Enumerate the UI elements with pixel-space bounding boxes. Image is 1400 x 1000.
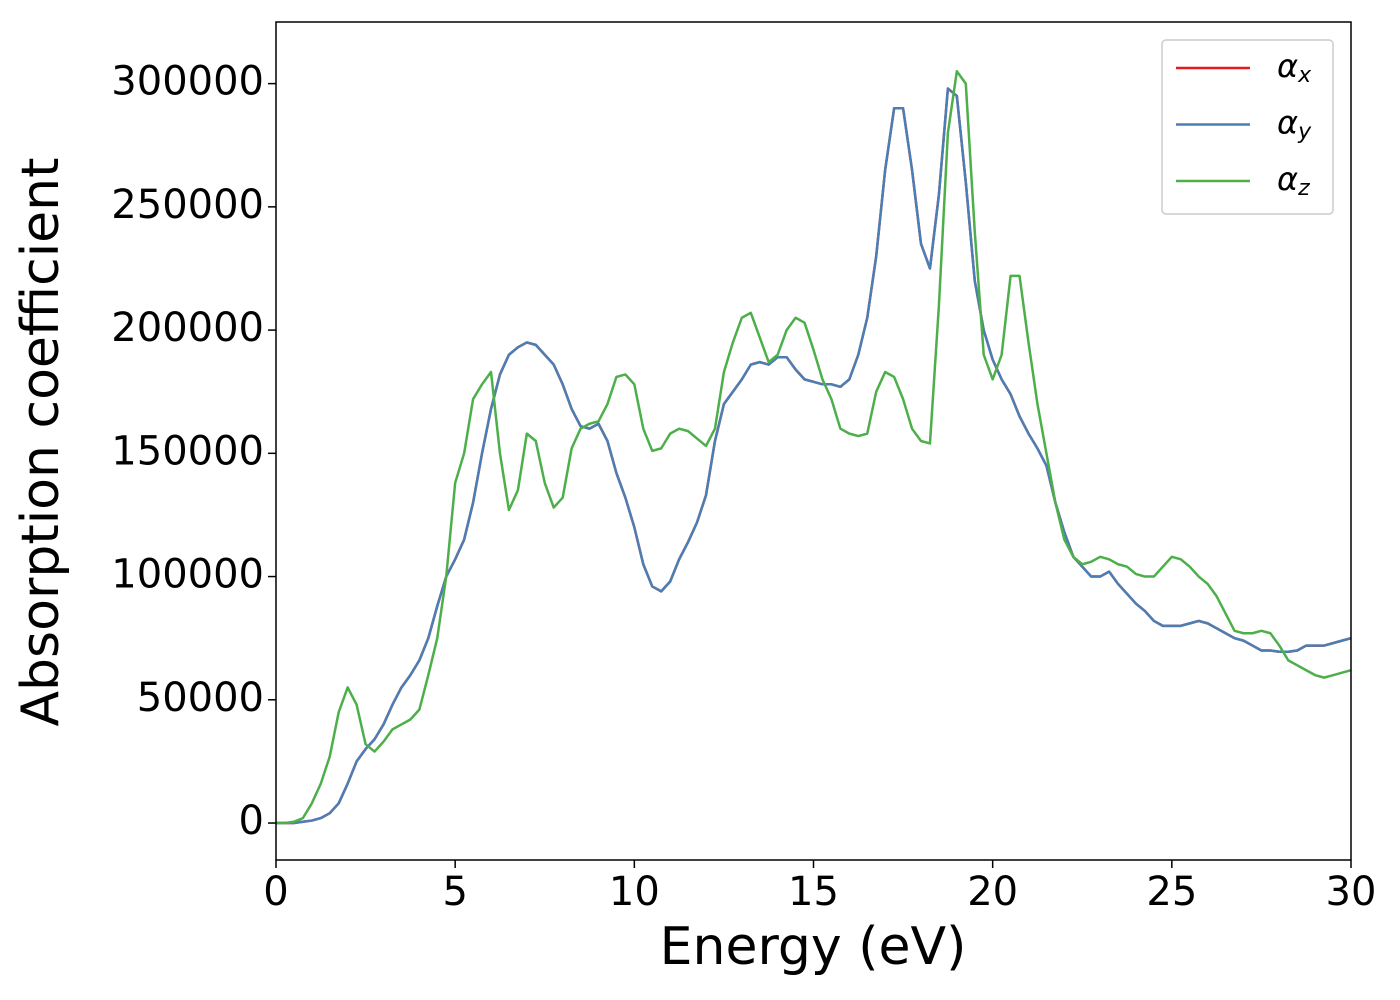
x-tick-label: 25 xyxy=(1146,869,1197,915)
x-tick-label: 30 xyxy=(1326,869,1377,915)
plot-frame xyxy=(275,21,1352,861)
y-tick-label: 250000 xyxy=(111,182,264,228)
series-line xyxy=(276,87,1352,825)
y-tick-label: 50000 xyxy=(137,675,264,721)
legend-box xyxy=(1161,39,1334,215)
x-tick-label: 0 xyxy=(263,869,288,915)
legend-label: αx xyxy=(1277,47,1312,88)
y-tick-label: 150000 xyxy=(111,428,264,474)
legend-label: αy xyxy=(1277,104,1312,145)
y-tick-label: 300000 xyxy=(111,59,264,105)
y-axis-label: Absorption coefficient xyxy=(11,157,71,726)
x-tick-label: 10 xyxy=(609,869,660,915)
y-tick-label: 200000 xyxy=(111,305,264,351)
x-tick-label: 5 xyxy=(442,869,467,915)
x-tick-label: 15 xyxy=(788,869,839,915)
x-axis-label: Energy (eV) xyxy=(660,917,967,977)
legend-label: αz xyxy=(1277,160,1310,201)
x-tick-label: 20 xyxy=(967,869,1018,915)
series-line xyxy=(276,70,1352,825)
y-tick-label: 100000 xyxy=(111,552,264,598)
y-tick-label: 0 xyxy=(239,798,264,844)
